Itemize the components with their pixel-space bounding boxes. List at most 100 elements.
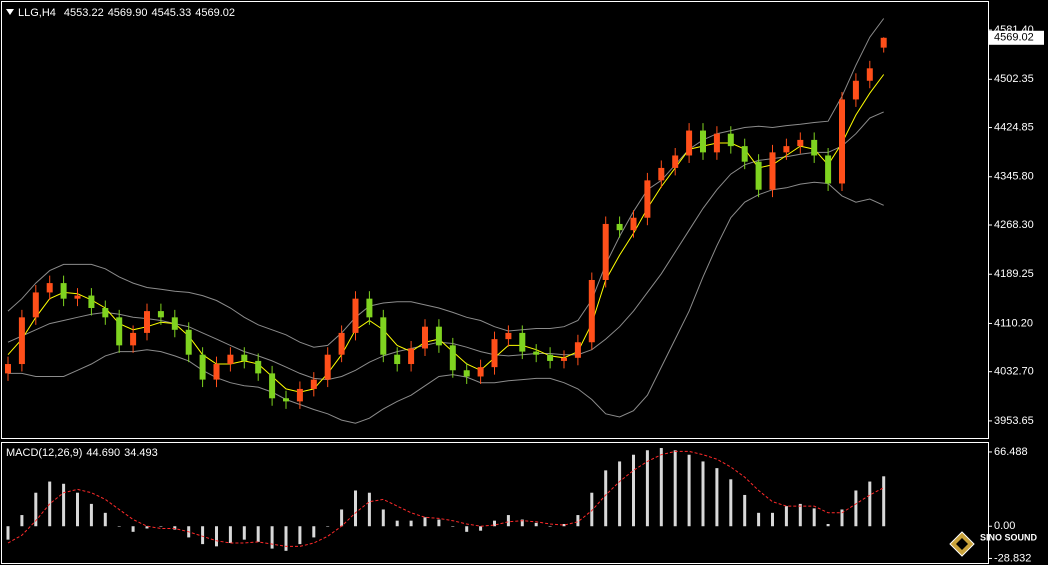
header: LLG,H4 4553.22 4569.90 4545.33 4569.02 bbox=[18, 7, 235, 19]
candle-body bbox=[686, 130, 693, 156]
candle-body bbox=[463, 370, 470, 377]
candle-body bbox=[380, 317, 387, 355]
macd-bar bbox=[20, 515, 24, 527]
candle-body bbox=[102, 308, 109, 318]
macd-bar bbox=[715, 468, 719, 527]
macd-bar bbox=[534, 522, 538, 527]
menu-arrow[interactable] bbox=[6, 9, 14, 15]
macd-bar bbox=[89, 503, 93, 527]
macd-bar bbox=[687, 454, 691, 527]
macd-bar bbox=[506, 515, 510, 527]
macd-bar bbox=[228, 526, 232, 543]
candle-body bbox=[866, 68, 873, 81]
candle-body bbox=[394, 354, 401, 365]
candle-body bbox=[185, 329, 192, 355]
candle-body bbox=[880, 37, 887, 48]
candle-body bbox=[588, 279, 595, 343]
macd-bar bbox=[215, 526, 218, 547]
candle-body bbox=[755, 161, 762, 190]
macd-bar bbox=[131, 526, 135, 532]
candle-body bbox=[46, 283, 53, 293]
candle-body bbox=[602, 223, 609, 280]
candle-body bbox=[157, 311, 164, 318]
candle-body bbox=[88, 295, 95, 309]
y-tick-label: 4268.30 bbox=[994, 219, 1034, 231]
macd-bar bbox=[479, 526, 483, 531]
candle-body bbox=[630, 217, 637, 231]
y-tick-label: -28.832 bbox=[994, 552, 1031, 564]
macd-pane bbox=[1, 442, 989, 564]
main-pane bbox=[1, 1, 989, 439]
candle-body bbox=[533, 351, 540, 355]
candle-body bbox=[491, 339, 498, 368]
y-tick-label: 4032.70 bbox=[994, 366, 1034, 378]
signal bbox=[7, 450, 884, 547]
macd-bar bbox=[673, 450, 677, 527]
macd-bar bbox=[771, 512, 774, 527]
lower-band bbox=[8, 181, 884, 424]
candle-body bbox=[422, 326, 428, 349]
signal-value: 34.493 bbox=[124, 447, 158, 459]
candle-body bbox=[727, 133, 734, 147]
ma bbox=[7, 74, 885, 393]
macd-bar bbox=[437, 519, 441, 527]
macd-bar bbox=[340, 509, 344, 527]
candle-body bbox=[811, 139, 818, 156]
candle-body bbox=[783, 146, 790, 153]
macd-bar bbox=[645, 450, 649, 527]
y-tick-label: 66.488 bbox=[994, 446, 1028, 458]
candle-body bbox=[741, 146, 748, 162]
candle-body bbox=[825, 155, 832, 184]
candle-body bbox=[852, 80, 859, 100]
price-box bbox=[989, 30, 1044, 45]
macd-bar bbox=[604, 470, 608, 527]
y-tick-label: 4502.35 bbox=[994, 73, 1034, 85]
candle-body bbox=[435, 326, 442, 346]
candle-body bbox=[60, 283, 67, 299]
logo: SINO SOUND bbox=[949, 531, 1038, 557]
candle-body bbox=[408, 348, 415, 365]
candle-body bbox=[616, 223, 623, 231]
y-tick-label: 4424.85 bbox=[994, 121, 1034, 133]
candle-body bbox=[769, 152, 776, 190]
candle-body bbox=[5, 364, 11, 374]
macd-bar bbox=[423, 517, 427, 527]
candle-body bbox=[519, 332, 526, 352]
candle-body bbox=[713, 133, 720, 153]
macd-bar bbox=[826, 524, 830, 527]
candle-body bbox=[199, 354, 206, 380]
macd-bar bbox=[854, 490, 858, 527]
macd-bar bbox=[117, 526, 121, 527]
candle-body bbox=[130, 332, 137, 346]
macd-bar bbox=[590, 492, 594, 527]
macd-bar bbox=[784, 506, 788, 527]
candle-body bbox=[116, 317, 123, 346]
macd-bar bbox=[562, 524, 566, 527]
macd-bar bbox=[701, 461, 705, 527]
y-tick-label: 3953.65 bbox=[994, 415, 1034, 427]
symbol: LLG,H4 bbox=[18, 7, 56, 19]
candle-body bbox=[366, 298, 373, 318]
macd-bar bbox=[6, 526, 10, 540]
macd-bar bbox=[270, 526, 274, 549]
candle-body bbox=[227, 354, 234, 365]
candle-body bbox=[213, 364, 220, 380]
macd-bar bbox=[395, 520, 399, 527]
candle-body bbox=[700, 130, 706, 153]
candle-body bbox=[797, 139, 804, 147]
macd-bar bbox=[62, 483, 66, 527]
candle-body bbox=[547, 354, 554, 361]
candle-body bbox=[324, 354, 331, 380]
candle-body bbox=[658, 167, 665, 181]
candle-body bbox=[449, 345, 456, 371]
y-tick-label: 4345.80 bbox=[994, 171, 1034, 183]
candle-body bbox=[505, 332, 512, 340]
macd-bar bbox=[145, 526, 149, 529]
header-close: 4569.02 bbox=[195, 7, 235, 19]
candle-body bbox=[32, 292, 39, 318]
header-open: 4553.22 bbox=[64, 7, 104, 19]
candle-body bbox=[839, 99, 845, 184]
macd-bar bbox=[632, 454, 635, 527]
y-tick-label: 4189.25 bbox=[994, 268, 1034, 280]
macd-bar bbox=[381, 509, 385, 527]
